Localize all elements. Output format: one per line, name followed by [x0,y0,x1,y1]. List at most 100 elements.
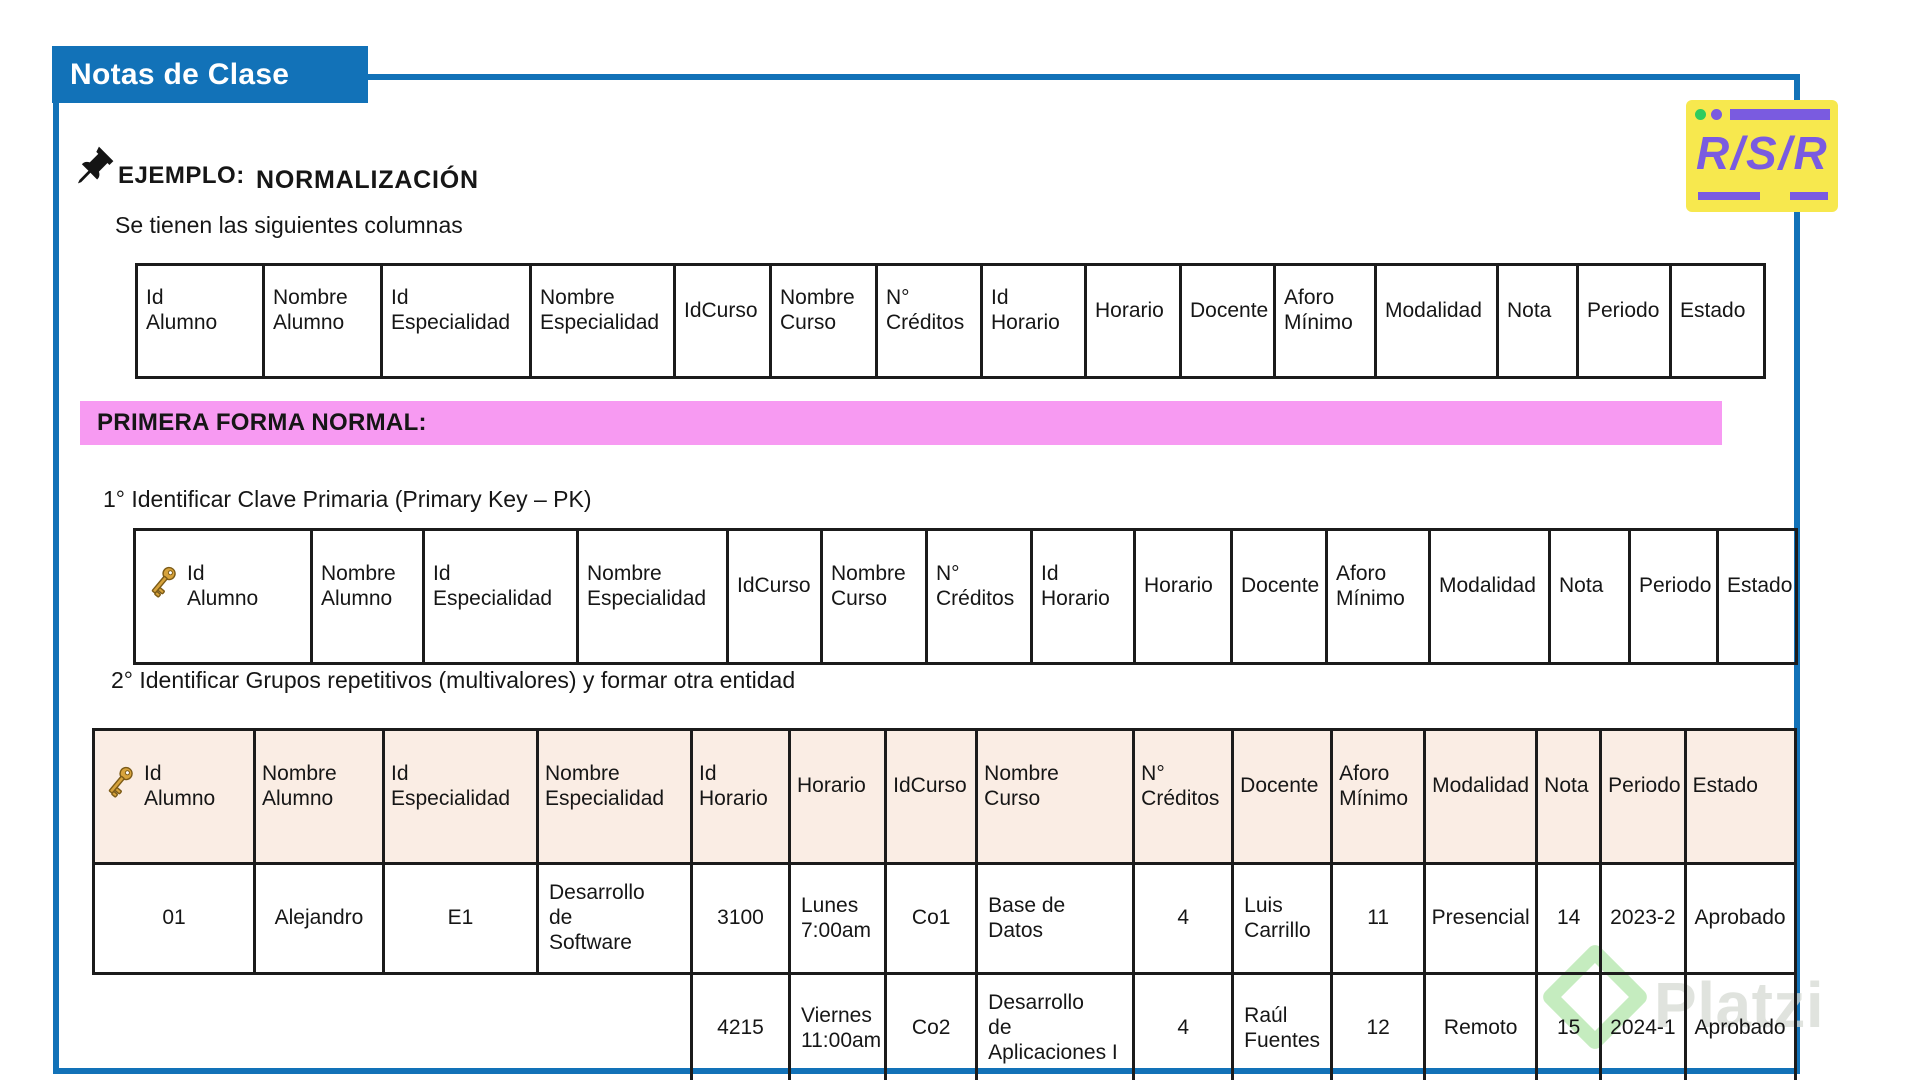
t2-col-aforo-minimo: Aforo Mínimo [1325,527,1431,666]
cell-nota: 14 [1535,862,1603,976]
t3-col-horario: Horario [787,727,888,866]
logo-green-dot-icon [1695,109,1706,120]
t1-col-docente: Docente [1179,263,1276,379]
t1-col-horario: Horario [1084,263,1182,379]
t2-col-id-alumno-label: Id Alumno [187,561,259,610]
t1-col-id-especialidad: Id Especialidad [380,263,532,379]
step-1-text: 1° Identificar Clave Primaria (Primary K… [103,486,592,512]
t1-col-modalidad: Modalidad [1374,263,1499,379]
t3-data-row-2: 4215 Viernes 11:00am Co2 Desarrollo de A… [94,972,1797,1080]
cell-horario: Lunes 7:00am [787,862,888,976]
t2-col-estado: Estado [1715,527,1799,666]
t3-col-n-creditos: N° Créditos [1132,727,1235,866]
t3-col-idcurso: IdCurso [884,727,979,866]
cell-estado: Aprobado [1683,972,1797,1080]
t3-col-nota: Nota [1535,727,1603,866]
t3-col-id-alumno: Id Alumno [92,727,256,866]
t2-col-periodo: Periodo [1628,527,1719,666]
t1-col-id-horario: Id Horario [980,263,1087,379]
cell-nombre-curso: Base de Datos [975,862,1136,976]
t1-col-nombre-especialidad: Nombre Especialidad [529,263,676,379]
cell-id-especialidad: E1 [382,862,539,976]
page-title: Notas de Clase [70,57,290,91]
cell-nombre-alumno: Alejandro [253,862,385,976]
cell-nota: 15 [1535,972,1603,1080]
t3-col-aforo-minimo: Aforo Mínimo [1330,727,1427,866]
logo-underline-left [1698,192,1760,200]
t1-col-id-alumno: Id Alumno [135,263,265,379]
t1-col-periodo: Periodo [1576,263,1672,379]
cell-docente: Raúl Fuentes [1231,972,1334,1080]
row2-empty-area [94,974,692,1080]
t2-col-n-creditos: N° Créditos [925,527,1033,666]
t2-col-nombre-especialidad: Nombre Especialidad [576,527,729,666]
t2-col-docente: Docente [1230,527,1328,666]
t3-col-id-horario: Id Horario [690,727,791,866]
cell-idcurso: Co1 [884,862,979,976]
cell-horario: Viernes 11:00am [787,972,888,1080]
t1-col-estado: Estado [1669,263,1766,379]
cell-id-horario: 4215 [690,972,791,1080]
pushpin-icon [77,146,114,184]
cell-docente: Luis Carrillo [1231,862,1334,976]
t3-col-nombre-alumno: Nombre Alumno [253,727,385,866]
cell-estado: Aprobado [1683,862,1797,976]
intro-text: Se tienen las siguientes columnas [115,212,463,238]
t2-col-idcurso: IdCurso [726,527,823,666]
t1-col-nota: Nota [1496,263,1579,379]
t1-col-idcurso: IdCurso [673,263,772,379]
cell-periodo: 2023-2 [1599,862,1687,976]
t3-data-row-1: 01 Alejandro E1 Desarrollo de Software 3… [92,862,1797,976]
cell-id-horario: 3100 [690,862,791,976]
cell-aforo-minimo: 12 [1330,972,1427,1080]
cell-modalidad: Remoto [1423,972,1539,1080]
rsr-logo: R/S/R [1686,100,1838,212]
cell-idcurso: Co2 [884,972,979,1080]
t2-col-nombre-alumno: Nombre Alumno [310,527,425,666]
primary-key-icon [151,566,176,598]
t3-col-periodo: Periodo [1599,727,1687,866]
t3-col-nombre-especialidad: Nombre Especialidad [536,727,693,866]
entities-table: Id Alumno Nombre Alumno Id Especialidad … [92,727,1797,1080]
primary-key-icon [108,766,133,798]
topic-title: NORMALIZACIÓN [256,166,479,194]
t2-col-id-especialidad: Id Especialidad [422,527,579,666]
logo-top-bar [1730,109,1830,120]
t3-header-row: Id Alumno Nombre Alumno Id Especialidad … [92,727,1797,866]
banner-text: PRIMERA FORMA NORMAL: [97,409,427,436]
t3-col-id-especialidad: Id Especialidad [382,727,539,866]
cell-id-alumno: 01 [92,862,256,976]
cell-nombre-curso: Desarrollo de Aplicaciones I [975,972,1136,1080]
t2-col-modalidad: Modalidad [1428,527,1551,666]
cell-n-creditos: 4 [1132,862,1235,976]
t2-col-id-alumno: Id Alumno [133,527,313,666]
logo-purple-dot-icon [1711,109,1722,120]
cell-periodo: 2024-1 [1599,972,1687,1080]
t3-col-id-alumno-label: Id Alumno [144,761,216,810]
cell-n-creditos: 4 [1132,972,1235,1080]
t2-header-row: Id Alumno Nombre Alumno Id Especialidad … [133,527,1799,666]
logo-underline-right [1790,192,1828,200]
primary-key-table: Id Alumno Nombre Alumno Id Especialidad … [133,527,1799,666]
t1-col-nombre-alumno: Nombre Alumno [262,263,383,379]
page-tab: Notas de Clase [52,46,368,103]
first-normal-form-banner: PRIMERA FORMA NORMAL: [80,401,1722,445]
t3-col-docente: Docente [1231,727,1334,866]
t2-col-nombre-curso: Nombre Curso [820,527,928,666]
t3-col-estado: Estado [1683,727,1797,866]
t1-col-n-creditos: N° Créditos [875,263,983,379]
t3-col-modalidad: Modalidad [1423,727,1539,866]
t2-col-id-horario: Id Horario [1030,527,1136,666]
t1-col-aforo-minimo: Aforo Mínimo [1273,263,1377,379]
example-label: EJEMPLO: [118,162,245,189]
t3-col-nombre-curso: Nombre Curso [975,727,1136,866]
t2-col-horario: Horario [1133,527,1233,666]
t1-col-nombre-curso: Nombre Curso [769,263,878,379]
t1-header-row: Id Alumno Nombre Alumno Id Especialidad … [135,263,1766,379]
cell-nombre-especialidad: Desarrollo de Software [536,862,693,976]
logo-letters: R/S/R [1696,127,1829,179]
raw-columns-table: Id Alumno Nombre Alumno Id Especialidad … [135,263,1766,379]
cell-aforo-minimo: 11 [1330,862,1427,976]
cell-modalidad: Presencial [1423,862,1539,976]
